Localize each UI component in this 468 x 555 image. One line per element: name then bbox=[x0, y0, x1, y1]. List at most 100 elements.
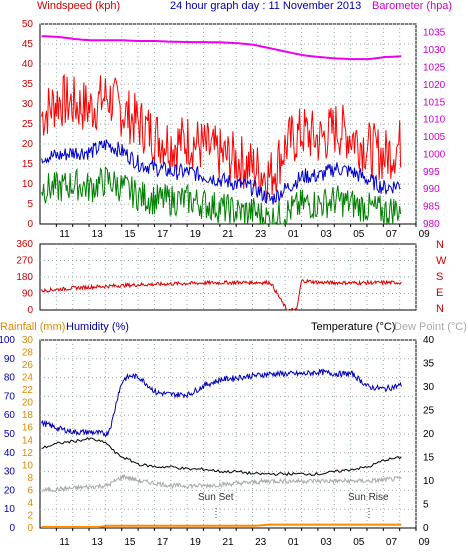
wind-x-tick-label: 11 bbox=[59, 229, 70, 240]
compass-label-e: E bbox=[436, 287, 443, 299]
temperature-x-tick-label: 11 bbox=[59, 537, 70, 548]
wind-y-tick-label: 35 bbox=[22, 79, 34, 90]
humidity-y-tick-label: 50 bbox=[4, 429, 16, 440]
temperature-y-tick-label: 5 bbox=[423, 500, 429, 511]
rainfall-y-tick-label: 0 bbox=[27, 523, 33, 534]
humidity-y-tick-label: 80 bbox=[4, 373, 16, 384]
temperature-y-tick-label: 40 bbox=[423, 335, 435, 346]
wind-y-tick-label: 0 bbox=[27, 219, 33, 230]
barometer-y-tick-label: 1035 bbox=[423, 28, 446, 39]
temperature-x-tick-label: 09 bbox=[419, 537, 431, 548]
barometer-y-tick-label: 1005 bbox=[423, 132, 446, 143]
direction-y-tick-label: 180 bbox=[16, 272, 33, 283]
temperature-x-tick-label: 03 bbox=[321, 537, 333, 548]
wind-x-tick-label: 13 bbox=[92, 229, 104, 240]
windspeed-axis-title: Windspeed (kph) bbox=[37, 0, 120, 12]
barometer-y-tick-label: 1000 bbox=[423, 149, 446, 160]
rainfall-y-tick-label: 2 bbox=[27, 510, 33, 521]
wind-y-tick-label: 25 bbox=[22, 119, 34, 130]
wind-y-tick-label: 5 bbox=[27, 199, 33, 210]
sun-rise-label: Sun Rise bbox=[348, 492, 389, 503]
rainfall-axis-title: Rainfall (mm) bbox=[0, 321, 65, 333]
wind-x-tick-label: 17 bbox=[157, 229, 169, 240]
humidity-y-tick-label: 30 bbox=[4, 467, 16, 478]
compass-label-n-top: N bbox=[436, 239, 444, 251]
temperature-y-tick-label: 25 bbox=[423, 406, 435, 417]
humidity-y-tick-label: 90 bbox=[4, 354, 16, 365]
temperature-x-tick-label: 21 bbox=[222, 537, 234, 548]
barometer-y-tick-label: 985 bbox=[423, 202, 440, 213]
direction-y-tick-label: 360 bbox=[16, 239, 33, 250]
wind-x-tick-label: 15 bbox=[124, 229, 136, 240]
humidity-y-tick-label: 20 bbox=[4, 485, 16, 496]
barometer-axis-title: Barometer (hpa) bbox=[372, 0, 452, 12]
temperature-y-tick-label: 0 bbox=[423, 523, 429, 534]
sun-set-label: Sun Set bbox=[198, 492, 234, 503]
temperature-x-tick-label: 17 bbox=[157, 537, 169, 548]
wind-y-tick-label: 10 bbox=[22, 179, 34, 190]
barometer-y-tick-label: 995 bbox=[423, 167, 440, 178]
wind-x-tick-label: 19 bbox=[190, 229, 202, 240]
humidity-y-tick-label: 60 bbox=[4, 410, 16, 421]
wind-y-tick-label: 40 bbox=[22, 59, 34, 70]
dewpoint-axis-title: Dew Point (°C) bbox=[394, 321, 467, 333]
wind-x-tick-label: 01 bbox=[288, 229, 300, 240]
wind-y-tick-label: 30 bbox=[22, 99, 34, 110]
direction-y-tick-label: 90 bbox=[22, 289, 34, 300]
barometer-y-tick-label: 1020 bbox=[423, 80, 446, 91]
wind-y-tick-label: 15 bbox=[22, 159, 34, 170]
rainfall-y-tick-label: 8 bbox=[27, 473, 33, 484]
humidity-y-tick-label: 100 bbox=[0, 335, 15, 346]
rainfall-y-tick-label: 18 bbox=[22, 410, 34, 421]
graph-title: 24 hour graph day : 11 November 2013 bbox=[170, 0, 361, 12]
barometer-y-tick-label: 1030 bbox=[423, 45, 446, 56]
barometer-y-tick-label: 1010 bbox=[423, 115, 446, 126]
rainfall-y-tick-label: 30 bbox=[22, 335, 34, 346]
temperature-y-tick-label: 15 bbox=[423, 453, 435, 464]
temperature-y-tick-label: 20 bbox=[423, 429, 435, 440]
humidity-y-tick-label: 40 bbox=[4, 448, 16, 459]
temperature-x-tick-label: 07 bbox=[386, 537, 398, 548]
humidity-y-tick-label: 0 bbox=[9, 523, 15, 534]
wind-y-tick-label: 20 bbox=[22, 139, 34, 150]
wind-x-tick-label: 09 bbox=[419, 229, 431, 240]
rainfall-y-tick-label: 12 bbox=[22, 448, 34, 459]
temperature-axis-title: Temperature (°C) bbox=[311, 321, 395, 333]
rainfall-y-tick-label: 24 bbox=[22, 373, 34, 384]
rainfall-y-tick-label: 20 bbox=[22, 398, 34, 409]
wind-x-tick-label: 07 bbox=[386, 229, 398, 240]
barometer-y-tick-label: 1025 bbox=[423, 62, 446, 73]
temperature-y-tick-label: 30 bbox=[423, 382, 435, 393]
temperature-x-tick-label: 05 bbox=[353, 537, 365, 548]
temperature-y-tick-label: 10 bbox=[423, 476, 435, 487]
temperature-x-tick-label: 19 bbox=[190, 537, 202, 548]
wind-x-tick-label: 21 bbox=[222, 229, 234, 240]
humidity-y-tick-label: 70 bbox=[4, 391, 16, 402]
rainfall-y-tick-label: 22 bbox=[22, 385, 34, 396]
wind-y-tick-label: 45 bbox=[22, 39, 34, 50]
barometer-y-tick-label: 1015 bbox=[423, 97, 446, 108]
barometer-y-tick-label: 990 bbox=[423, 184, 440, 195]
direction-y-tick-label: 0 bbox=[27, 305, 33, 316]
compass-label-w: W bbox=[436, 255, 447, 267]
wind-x-tick-label: 05 bbox=[353, 229, 365, 240]
compass-label-s: S bbox=[436, 271, 443, 283]
wind-x-tick-label: 23 bbox=[255, 229, 267, 240]
temperature-x-tick-label: 23 bbox=[255, 537, 267, 548]
rainfall-y-tick-label: 6 bbox=[27, 485, 33, 496]
humidity-y-tick-label: 10 bbox=[4, 504, 16, 515]
compass-label-n-bottom: N bbox=[436, 303, 444, 315]
wind-y-tick-label: 50 bbox=[22, 19, 34, 30]
temperature-x-tick-label: 13 bbox=[92, 537, 104, 548]
rainfall-y-tick-label: 26 bbox=[22, 360, 34, 371]
temperature-x-tick-label: 15 bbox=[124, 537, 136, 548]
rainfall-y-tick-label: 16 bbox=[22, 423, 34, 434]
humidity-axis-title: Humidity (%) bbox=[66, 321, 129, 333]
rainfall-y-tick-label: 14 bbox=[22, 435, 34, 446]
direction-y-tick-label: 270 bbox=[16, 256, 33, 267]
temperature-x-tick-label: 01 bbox=[288, 537, 300, 548]
rainfall-y-tick-label: 4 bbox=[27, 498, 33, 509]
rainfall-y-tick-label: 10 bbox=[22, 460, 34, 471]
temperature-y-tick-label: 35 bbox=[423, 359, 435, 370]
